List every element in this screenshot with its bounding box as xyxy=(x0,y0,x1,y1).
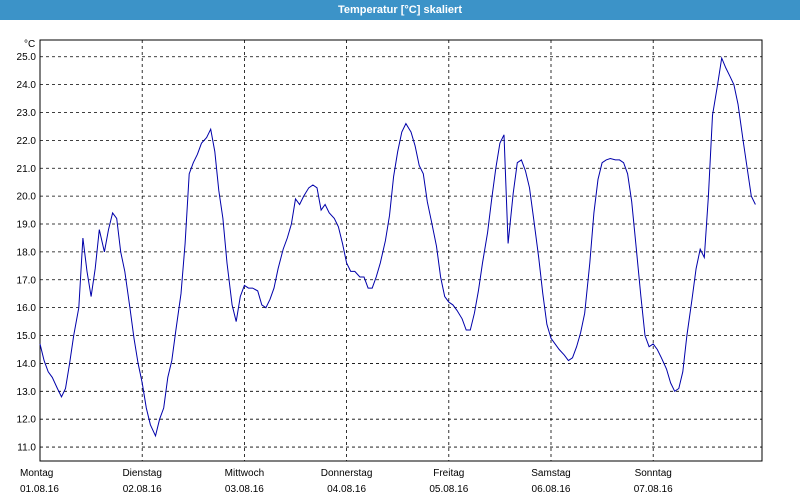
y-tick-label: 18.0 xyxy=(17,247,37,258)
y-tick-label: 11.0 xyxy=(17,443,36,454)
y-tick-label: 15.0 xyxy=(17,331,37,342)
y-tick-label: 20.0 xyxy=(17,192,37,203)
y-axis-unit-label: °C xyxy=(24,39,35,50)
y-tick-label: 21.0 xyxy=(17,164,37,175)
x-tick-date-label: 03.08.16 xyxy=(225,484,264,495)
x-tick-date-label: 04.08.16 xyxy=(327,484,366,495)
x-tick-day-label: Donnerstag xyxy=(321,468,373,479)
x-tick-day-label: Samstag xyxy=(531,468,570,479)
y-axis-ticks: 11.0 12.0 13.0 14.0 15.0 16.0 17.0 18.0 19.0 20.0… xyxy=(17,52,37,453)
window-title: Temperatur [°C] skaliert xyxy=(0,0,800,20)
y-tick-label: 19.0 xyxy=(17,220,37,231)
x-tick-date-label: 06.08.16 xyxy=(532,484,571,495)
x-tick-date-label: 07.08.16 xyxy=(634,484,673,495)
x-tick-day-label: Sonntag xyxy=(635,468,672,479)
y-tick-label: 24.0 xyxy=(17,80,37,91)
y-tick-label: 25.0 xyxy=(17,52,37,63)
grid-lines xyxy=(40,40,762,461)
y-tick-label: 14.0 xyxy=(17,359,37,370)
x-axis-ticks: Montag 01.08.16 Dienstag 02.08.16 Mittwoch 03… xyxy=(20,468,673,495)
x-tick-day-label: Mittwoch xyxy=(225,468,264,479)
x-tick-date-label: 05.08.16 xyxy=(429,484,468,495)
x-tick-date-label: 01.08.16 xyxy=(20,484,59,495)
y-tick-label: 13.0 xyxy=(17,387,37,398)
plot-area xyxy=(39,39,763,462)
x-tick-day-label: Montag xyxy=(20,468,53,479)
temperature-line xyxy=(39,56,756,438)
y-tick-label: 12.0 xyxy=(17,415,37,426)
y-tick-label: 16.0 xyxy=(17,303,37,314)
y-tick-label: 22.0 xyxy=(17,136,37,147)
y-tick-label: 23.0 xyxy=(17,108,37,119)
y-tick-label: 17.0 xyxy=(17,275,37,286)
x-tick-day-label: Dienstag xyxy=(122,468,161,479)
x-tick-day-label: Freitag xyxy=(433,468,464,479)
x-tick-date-label: 02.08.16 xyxy=(123,484,162,495)
